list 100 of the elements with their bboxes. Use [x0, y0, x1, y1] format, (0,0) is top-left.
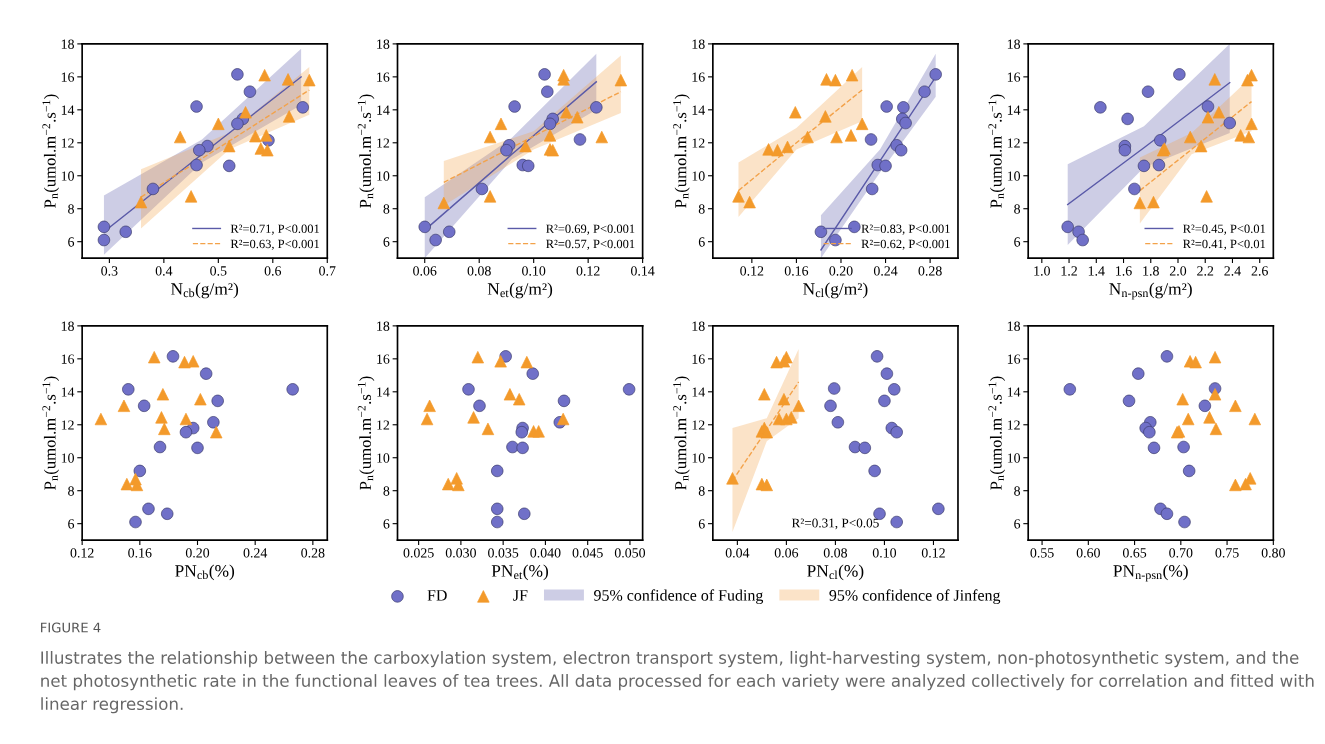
x-tick-label: 0.10: [872, 548, 897, 558]
x-tick-label: 0.14: [631, 266, 655, 276]
legend-label: R²=0.71, P<0.001: [230, 224, 320, 235]
y-tick-label: 16: [377, 354, 390, 364]
y-axis-title: P$_{n}$(umol.m$^{−2}$.s$^{−1}$): [42, 376, 60, 490]
y-tick-label: 10: [1007, 453, 1021, 463]
x-tick-label: 0.20: [185, 548, 210, 558]
x-tick-label: 1.2: [1061, 266, 1077, 276]
legend-label: R²=0.63, P<0.001: [230, 239, 320, 250]
y-tick-label: 6: [68, 519, 75, 529]
y-axis-title: P$_{n}$(umol.m$^{−2}$.s$^{−1}$): [357, 94, 375, 208]
y-tick-label: 18: [61, 321, 74, 331]
x-tick-label: 0.06: [774, 548, 799, 558]
y-tick-label: 16: [377, 72, 390, 82]
y-tick-label: 10: [61, 453, 74, 463]
y-tick-label: 8: [1014, 486, 1021, 496]
y-tick-label: 10: [1007, 171, 1021, 181]
y-tick-label: 10: [377, 171, 390, 181]
x-axis-title: PN$_{cb}$(%): [175, 564, 235, 581]
y-tick-label: 10: [377, 453, 390, 463]
x-tick-label: 0.030: [445, 548, 476, 558]
x-tick-label: 1.0: [1034, 266, 1050, 276]
y-tick-label: 8: [68, 486, 74, 496]
x-axis-title: PN$_{cl}$(%): [807, 564, 864, 581]
y-tick-label: 8: [698, 204, 705, 214]
y-tick-label: 6: [1014, 519, 1021, 529]
x-tick-label: 0.04: [725, 548, 750, 558]
x-tick-label: 0.06: [413, 266, 437, 276]
x-tick-label: 0.65: [1122, 548, 1147, 558]
y-tick-label: 8: [383, 486, 390, 496]
x-tick-label: 0.12: [740, 266, 764, 276]
x-tick-label: 1.4: [1088, 266, 1105, 276]
y-tick-label: 12: [692, 420, 705, 430]
x-tick-label: 0.12: [70, 548, 94, 558]
y-tick-label: 16: [61, 72, 75, 82]
y-tick-label: 18: [61, 39, 74, 49]
legend-label: R²=0.83, P<0.001: [861, 224, 950, 235]
x-tick-label: 0.6: [264, 266, 282, 276]
y-tick-label: 14: [61, 105, 75, 115]
legend-label: R²=0.62, P<0.001: [861, 239, 950, 250]
y-tick-label: 8: [698, 486, 705, 496]
x-tick-label: 2.4: [1224, 266, 1241, 276]
y-tick-label: 18: [1007, 39, 1021, 49]
y-tick-label: 16: [61, 354, 75, 364]
y-tick-label: 10: [692, 453, 705, 463]
y-tick-label: 6: [698, 237, 705, 247]
x-tick-label: 2.6: [1251, 266, 1268, 276]
x-axis-title: N$_{n‐psn}$(g/m²): [1109, 282, 1192, 300]
x-axis-title: PN$_{et}$(%): [491, 564, 549, 581]
legend-label: R²=0.45, P<0.01: [1183, 224, 1266, 235]
x-tick-label: 0.4: [155, 266, 173, 276]
y-tick-label: 16: [1007, 72, 1021, 82]
x-tick-label: 0.28: [918, 266, 942, 276]
y-tick-label: 12: [61, 138, 74, 148]
y-tick-label: 6: [383, 237, 390, 247]
y-tick-label: 12: [1007, 420, 1020, 430]
x-tick-label: 0.60: [1076, 548, 1100, 558]
y-tick-label: 6: [698, 519, 705, 529]
x-tick-label: 0.050: [614, 548, 646, 558]
y-tick-label: 18: [692, 39, 705, 49]
y-axis-title: P$_{n}$(umol.m$^{−2}$.s$^{−1}$): [988, 94, 1006, 208]
y-tick-label: 6: [1014, 237, 1021, 247]
caption: FIGURE 4: [41, 622, 101, 633]
y-tick-label: 6: [68, 237, 75, 247]
y-tick-label: 8: [383, 204, 390, 214]
y-tick-label: 12: [1007, 138, 1020, 148]
x-tick-label: 1.8: [1143, 266, 1159, 276]
legend-label: JF: [513, 590, 528, 601]
x-tick-label: 0.55: [1030, 548, 1054, 558]
x-tick-label: 0.16: [128, 548, 152, 558]
x-axis-title: N$_{cb}$(g/m²): [171, 282, 239, 299]
y-axis-title: P$_{n}$(umol.m$^{−2}$.s$^{−1}$): [673, 94, 690, 208]
x-tick-label: 0.7: [319, 266, 336, 276]
y-tick-label: 12: [377, 420, 390, 430]
y-tick-label: 18: [692, 321, 705, 331]
text: 95% confidence of Jinfeng: [829, 589, 1001, 605]
y-axis-title: P$_{n}$(umol.m$^{−2}$.s$^{−1}$): [42, 94, 60, 208]
x-axis-title: N$_{et}$(g/m²): [487, 282, 553, 299]
y-tick-label: 14: [61, 387, 75, 397]
x-tick-label: 0.70: [1169, 548, 1193, 558]
x-tick-label: 0.20: [829, 266, 853, 276]
x-tick-label: 0.08: [467, 266, 491, 276]
x-tick-label: 2.2: [1197, 266, 1214, 276]
x-tick-label: 0.80: [1261, 548, 1285, 558]
y-tick-label: 16: [1007, 354, 1021, 364]
x-tick-label: 0.10: [522, 266, 546, 276]
y-axis-title: P$_{n}$(umol.m$^{−2}$.s$^{−1}$): [988, 376, 1006, 490]
x-tick-label: 0.16: [784, 266, 809, 276]
y-tick-label: 6: [383, 519, 390, 529]
y-axis-title: P$_{n}$(umol.m$^{−2}$.s$^{−1}$): [673, 376, 690, 490]
x-tick-label: 0.08: [823, 548, 848, 558]
y-tick-label: 18: [377, 39, 390, 49]
y-tick-label: 18: [377, 321, 390, 331]
y-tick-label: 14: [377, 387, 390, 397]
y-tick-label: 14: [1007, 105, 1021, 115]
annotation: R²=0.31, P<0.05: [791, 518, 879, 530]
x-tick-label: 0.045: [572, 548, 603, 558]
legend-label: R²=0.57, P<0.001: [546, 239, 635, 250]
x-tick-label: 0.12: [576, 266, 600, 276]
x-tick-label: 0.025: [403, 548, 434, 558]
